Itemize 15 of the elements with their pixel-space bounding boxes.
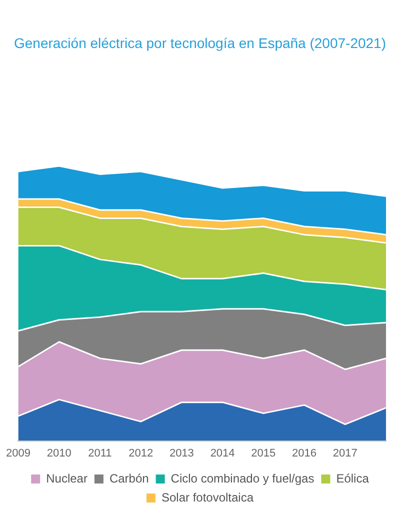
x-tick-label: 2010 xyxy=(46,447,72,460)
x-tick-label: 2011 xyxy=(88,447,112,460)
x-tick-label: 2012 xyxy=(128,447,154,460)
x-tick-label: 2015 xyxy=(251,447,276,460)
x-tick-label: 2009 xyxy=(6,447,30,460)
legend-label: Eólica xyxy=(336,471,370,486)
x-tick-label: 2017 xyxy=(332,447,358,460)
x-tick-label: 2013 xyxy=(169,447,194,460)
x-tick-label: 2016 xyxy=(292,447,317,460)
x-tick-label: 2014 xyxy=(210,447,235,460)
legend-label: Ciclo combinado y fuel/gas xyxy=(170,471,314,486)
legend-label: Solar fotovoltaica xyxy=(161,490,254,504)
legend-label: Carbón xyxy=(109,471,149,486)
legend-label: Nuclear xyxy=(46,471,88,486)
chart-title: Generación eléctrica por tecnología en España (2007-2021) xyxy=(12,35,388,51)
